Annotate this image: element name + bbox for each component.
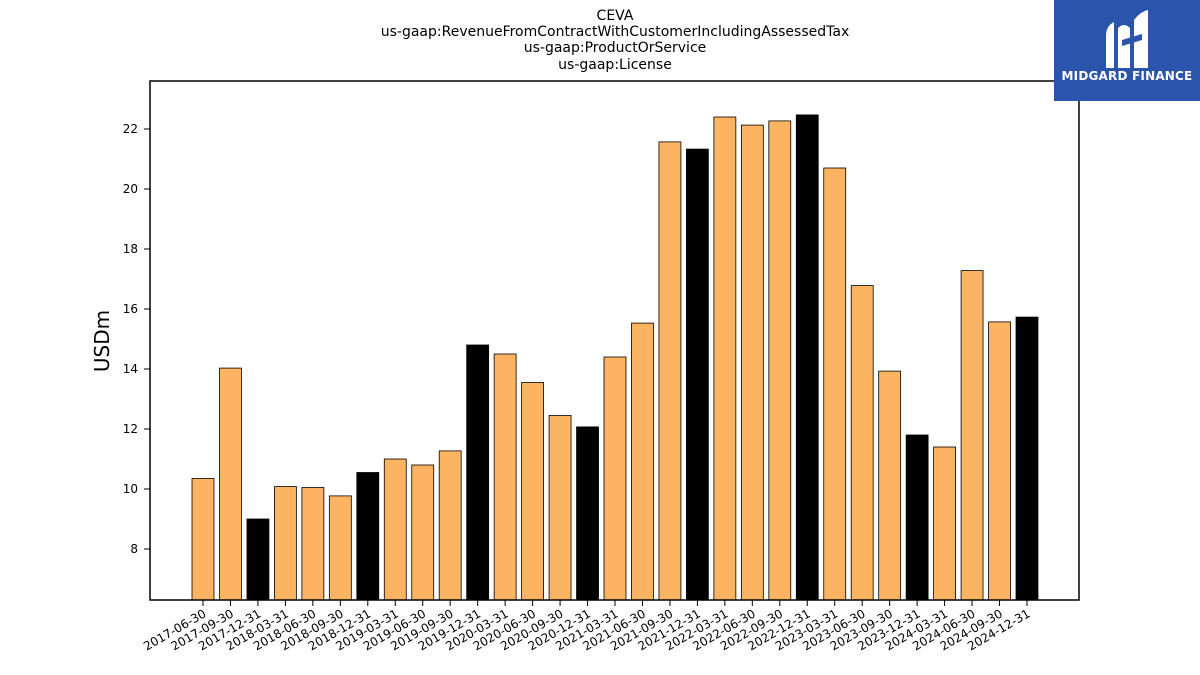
- midgard-finance-logo: MIDGARD FINANCE: [1054, 0, 1200, 101]
- bar-2017-12-31: [246, 518, 270, 601]
- bar-2017-09-30: [219, 367, 242, 601]
- y-tick-label-10: 10: [123, 482, 138, 496]
- bar-2020-09-30: [548, 415, 572, 601]
- y-tick-label-18: 18: [123, 242, 138, 256]
- y-axis-ticks: 8 10 12 14 16 18 20 22: [123, 122, 150, 556]
- bar-2024-09-30: [988, 321, 1011, 601]
- y-tick-label-16: 16: [123, 302, 138, 316]
- bar-2021-06-30: [631, 322, 654, 601]
- bar-2018-06-30: [301, 487, 325, 601]
- bar-2023-03-31: [823, 167, 847, 601]
- bar-2019-03-31: [383, 458, 407, 601]
- bar-2021-12-31: [686, 148, 709, 601]
- y-tick-label-20: 20: [123, 182, 138, 196]
- bar-2023-09-30: [878, 370, 902, 601]
- bar-2022-12-31: [795, 114, 819, 601]
- y-tick-label-22: 22: [123, 122, 138, 136]
- bar-2017-06-30: [191, 478, 215, 601]
- bar-series: [191, 114, 1039, 601]
- bar-2020-06-30: [521, 382, 544, 601]
- bar-2019-12-31: [466, 344, 490, 601]
- chart-title-line-3: us-gaap:ProductOrService: [524, 40, 707, 56]
- chart-title-line-4: us-gaap:License: [558, 57, 672, 73]
- bar-2020-03-31: [493, 353, 517, 601]
- bar-2019-09-30: [438, 450, 462, 601]
- y-axis-label: USDm: [90, 310, 114, 372]
- bar-2022-03-31: [713, 116, 737, 601]
- plot-frame: [149, 80, 1080, 601]
- bar-2020-12-31: [576, 426, 599, 601]
- x-axis-ticks: 2017-06-302017-09-302017-12-312018-03-31…: [141, 600, 1033, 653]
- bar-2022-09-30: [768, 120, 792, 601]
- chart-title-line-1: CEVA: [597, 8, 634, 24]
- y-tick-label-8: 8: [130, 542, 138, 556]
- y-tick-label-12: 12: [123, 422, 138, 436]
- chart-title: CEVA us-gaap:RevenueFromContractWithCust…: [381, 8, 850, 73]
- bar-2018-03-31: [274, 486, 297, 601]
- bar-2022-06-30: [740, 124, 764, 601]
- y-tick-label-14: 14: [123, 362, 138, 376]
- bar-2018-09-30: [328, 495, 352, 601]
- bar-2024-12-31: [1015, 316, 1039, 601]
- bar-2021-09-30: [658, 141, 682, 601]
- bar-2024-06-30: [960, 270, 984, 601]
- bar-2023-06-30: [850, 285, 874, 601]
- bar-2021-03-31: [603, 356, 627, 601]
- midgard-m-logo-icon: [1106, 10, 1148, 68]
- bar-2023-12-31: [905, 434, 929, 601]
- chart-title-line-2: us-gaap:RevenueFromContractWithCustomerI…: [381, 24, 850, 40]
- bar-2018-12-31: [356, 472, 380, 601]
- bar-2024-03-31: [933, 446, 956, 601]
- bar-2019-06-30: [411, 464, 435, 601]
- logo-text: MIDGARD FINANCE: [1061, 69, 1193, 83]
